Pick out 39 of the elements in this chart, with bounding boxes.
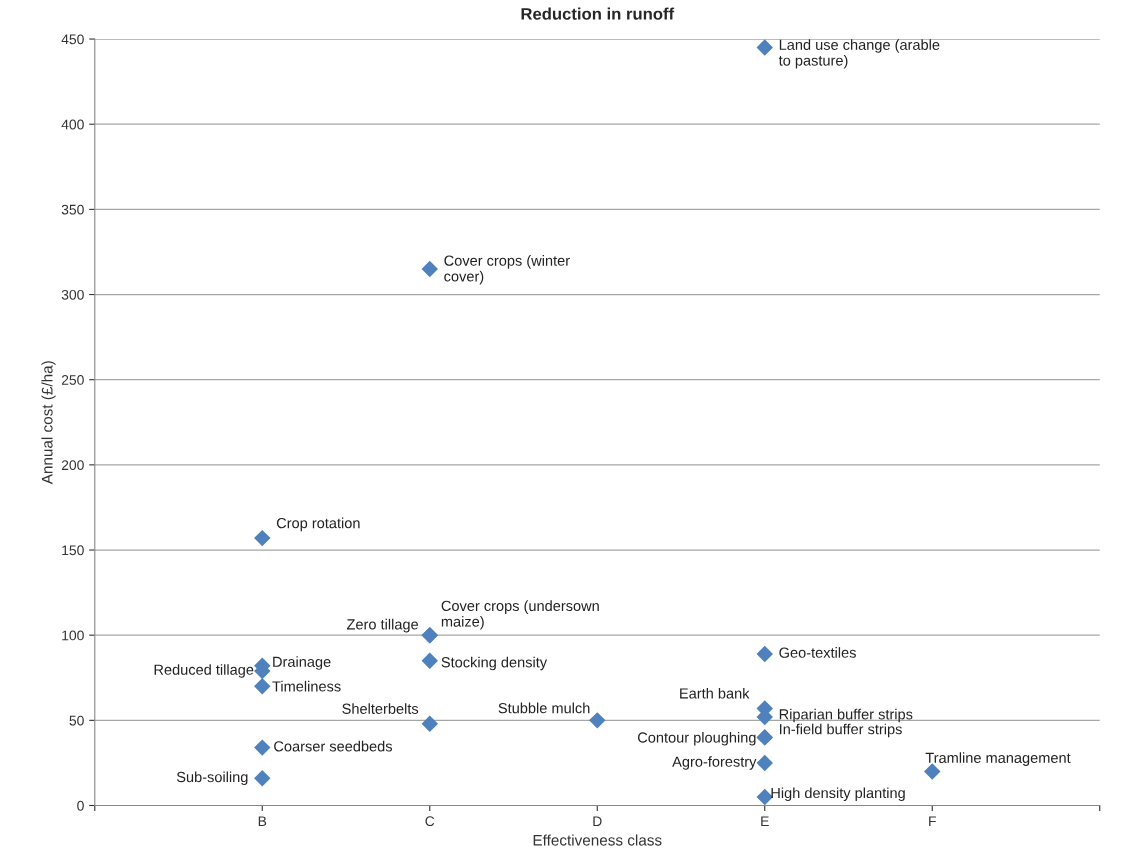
y-tick-label: 0	[77, 800, 84, 811]
x-tick-label: D	[593, 816, 602, 826]
y-tick-label: 350	[61, 204, 84, 215]
y-tick-label: 150	[62, 545, 84, 556]
x-tick-label: B	[258, 816, 267, 826]
x-tick-label: E	[761, 816, 769, 826]
y-tick-label: 450	[61, 34, 84, 45]
y-tick-label: 400	[61, 119, 84, 130]
y-axis-title: Annual cost (£/ha)	[41, 361, 56, 485]
annotation: Shelterbelts	[342, 703, 419, 714]
y-tick-label: 300	[61, 289, 84, 300]
x-axis-title: Effectiveness class	[533, 834, 662, 846]
y-tick-label: 100	[62, 630, 84, 641]
annotation: Coarser seedbeds	[274, 740, 393, 752]
annotation: Drainage	[273, 656, 331, 670]
annotation: Reduced tillage	[154, 664, 254, 678]
annotation: Timeliness	[272, 680, 341, 692]
y-tick-label: 50	[69, 715, 84, 726]
annotation: Earth bank	[680, 687, 750, 699]
annotation: Stubble mulch	[498, 702, 590, 714]
x-tick-label: C	[425, 816, 435, 827]
annotation: High density planting	[771, 787, 905, 802]
annotation: Sub-soiling	[176, 771, 248, 786]
annotation: Riparian buffer strips	[779, 708, 913, 723]
annotation: Geo-textiles	[779, 647, 856, 658]
annotation: Crop rotation	[276, 517, 360, 532]
annotation: Contour ploughing	[637, 731, 756, 746]
annotation: Cover crops (undersown maize)	[441, 600, 599, 630]
annotation: Land use change (arable to pasture)	[778, 39, 940, 69]
y-tick-label: 250	[61, 375, 84, 385]
chart-title: Reduction in runoff	[521, 7, 675, 20]
annotation: Zero tillage	[346, 618, 419, 633]
x-tick-label: F	[929, 816, 936, 826]
annotation: In-field buffer strips	[779, 723, 902, 738]
annotation: Tramline management	[925, 752, 1071, 766]
annotation: Cover crops (winter cover)	[444, 255, 570, 285]
y-tick-label: 200	[61, 460, 84, 471]
annotation: Agro-forestry	[672, 756, 757, 770]
annotation: Stocking density	[441, 656, 548, 671]
